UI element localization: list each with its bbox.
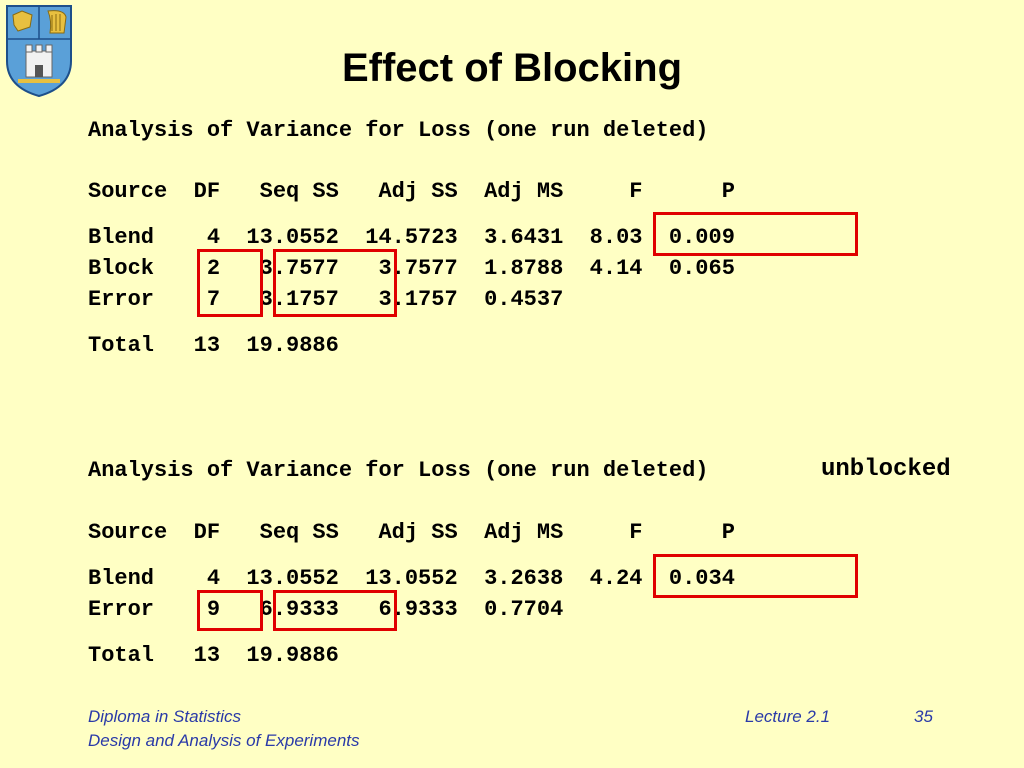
f-p-highlight-box bbox=[653, 212, 858, 256]
table1-total-row: Total 13 19.9886 bbox=[88, 333, 339, 358]
df-highlight-box bbox=[197, 590, 263, 631]
table-row: Error 9 6.9333 6.9333 0.7704 bbox=[88, 597, 564, 622]
df-highlight-box bbox=[197, 249, 263, 317]
tcd-crest-icon bbox=[6, 5, 72, 98]
seqss-highlight-box bbox=[273, 590, 397, 631]
f-p-highlight-box bbox=[653, 554, 858, 598]
footer-course: Diploma in Statistics bbox=[88, 707, 242, 726]
table-row: Blend 4 13.0552 13.0552 3.2638 4.24 0.03… bbox=[88, 566, 735, 591]
table-row: Block 2 3.7577 3.7577 1.8788 4.14 0.065 bbox=[88, 256, 735, 281]
table-row: Blend 4 13.0552 14.5723 3.6431 8.03 0.00… bbox=[88, 225, 735, 250]
table2-total-row: Total 13 19.9886 bbox=[88, 643, 339, 668]
footer-lecture: Lecture 2.1 bbox=[745, 707, 831, 726]
unblocked-note: unblocked bbox=[821, 456, 951, 483]
table2-header-row: Source DF Seq SS Adj SS Adj MS F P bbox=[88, 520, 735, 545]
footer-module: Design and Analysis of Experiments bbox=[88, 731, 360, 750]
slide-title: Effect of Blocking bbox=[341, 46, 683, 90]
seqss-highlight-box bbox=[273, 249, 397, 317]
table1-header-row: Source DF Seq SS Adj SS Adj MS F P bbox=[88, 179, 735, 204]
table1-heading: Analysis of Variance for Loss (one run d… bbox=[88, 118, 709, 143]
table-row: Error 7 3.1757 3.1757 0.4537 bbox=[88, 287, 564, 312]
table2-heading: Analysis of Variance for Loss (one run d… bbox=[88, 458, 709, 483]
page-number: 35 bbox=[914, 707, 933, 726]
